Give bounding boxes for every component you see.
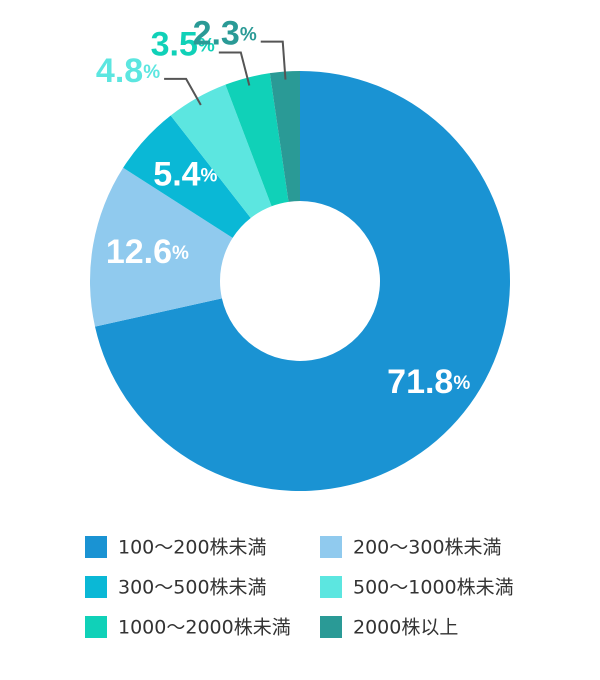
legend-label: 1000〜2000株未満 (118, 617, 291, 639)
legend-label: 500〜1000株未満 (353, 577, 514, 599)
leader-line (218, 51, 251, 86)
donut-slice (123, 115, 251, 238)
leader-line (164, 77, 202, 106)
data-label: 3.5% (151, 26, 215, 64)
donut-slice (95, 71, 511, 492)
legend-label: 2000株以上 (353, 617, 458, 639)
data-label: 12.6% (106, 233, 189, 271)
data-label: 71.8% (387, 363, 470, 401)
donut-slice (269, 71, 300, 202)
legend-swatch (85, 536, 107, 558)
donut-slice (170, 84, 272, 218)
donut-slice (90, 167, 233, 327)
leader-line (260, 40, 287, 80)
legend-swatch (320, 616, 342, 638)
data-label: 2.3% (193, 15, 257, 53)
data-label: 5.4% (153, 156, 217, 194)
legend-label: 100〜200株未満 (118, 537, 267, 559)
legend-swatch (85, 616, 107, 638)
donut-slice (225, 73, 289, 207)
legend-label: 300〜500株未満 (118, 577, 267, 599)
legend-label: 200〜300株未満 (353, 537, 502, 559)
legend-swatch (320, 576, 342, 598)
data-label: 4.8% (96, 52, 160, 90)
legend-swatch (85, 576, 107, 598)
legend-swatch (320, 536, 342, 558)
